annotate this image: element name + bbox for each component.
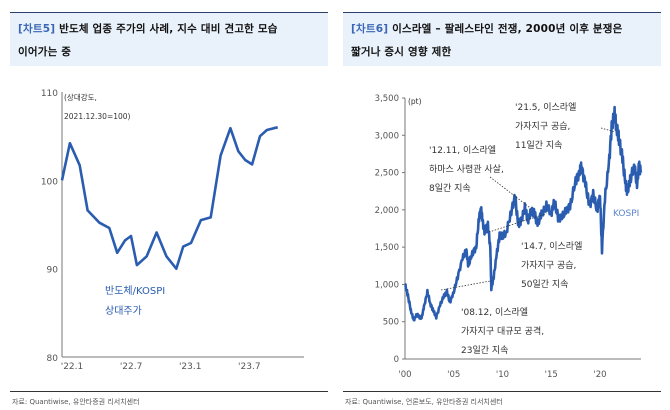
annotation-text: 50일간 지속 [521, 279, 568, 290]
unit-label: (pt) [408, 97, 422, 106]
chart6-footer-rule [343, 391, 661, 392]
chart5-title-box: [차트5] 반도체 업종 주가의 사례, 지수 대비 견고한 모습 이어가는 중 [10, 12, 328, 66]
annotation-leader [489, 176, 532, 209]
annotation-leader [600, 127, 614, 132]
y-tick-label: 90 [47, 266, 59, 276]
x-tick-label: '00 [398, 370, 411, 380]
series-label: 상대주가 [105, 305, 142, 317]
annotation-text: 하마스 사령관 사살, [429, 163, 504, 175]
x-tick-label: '10 [496, 370, 509, 380]
chart6-plot: 0 500 1,000 1,500 2,000 2,500 3,000 3,500 '00 '05… [375, 94, 643, 380]
x-tick-label: '22.1 [61, 362, 84, 372]
y-tick-label: 110 [41, 89, 58, 99]
chart5-title-line1: [차트5] 반도체 업종 주가의 사례, 지수 대비 견고한 모습 [18, 21, 278, 36]
series-label: KOSPI [613, 209, 639, 219]
y-tick-label: 100 [41, 177, 58, 187]
chart6-title: 이스라엘 – 팔레스타인 전쟁, 2000년 이후 분쟁은 [392, 23, 623, 35]
chart6-title-line2: 짧거나 증시 영향 제한 [351, 46, 452, 58]
y-tick-label: 0 [394, 355, 399, 365]
y-tick-label: 1,500 [375, 243, 399, 253]
y-tick-label: 1,000 [375, 280, 399, 290]
x-tick-label: '15 [545, 370, 558, 380]
chart5-title: 반도체 업종 주가의 사례, 지수 대비 견고한 모습 [59, 23, 278, 35]
annotation-text: 8일간 지속 [429, 183, 471, 194]
chart5-source: 자료: Quantiwise, 유안타증권 리서치센터 [12, 398, 140, 406]
annotation-text: '12.11, 이스라엘 [429, 145, 496, 156]
annotation-text: 가자지구 공습, [515, 121, 570, 132]
chart5-tag: [차트5] [18, 23, 56, 35]
annotation-text: 가자지구 대규모 공격, [461, 325, 544, 337]
annotation-text: 가자지구 공습, [521, 260, 576, 271]
annotation-text: 11일간 지속 [515, 140, 562, 151]
y-tick-label: 3,000 [375, 131, 399, 141]
chart5-title-line2: 이어가는 중 [18, 46, 72, 58]
x-tick-label: '22.7 [120, 362, 143, 372]
y-tick-label: 3,500 [375, 94, 399, 104]
chart6-panel: [차트6] 이스라엘 – 팔레스타인 전쟁, 2000년 이후 분쟁은 짧거나 … [343, 0, 661, 410]
unit-label: (상대강도, [64, 92, 97, 102]
annotation-text: '21.5, 이스라엘 [515, 102, 576, 113]
annotation-text: '08.12, 이스라엘 [461, 307, 528, 318]
x-tick-label: '23.7 [238, 362, 261, 372]
annotation-leader [488, 213, 547, 233]
chart6-tag: [차트6] [351, 23, 389, 35]
y-tick-label: 500 [383, 318, 399, 328]
y-tick-label: 2,000 [375, 206, 399, 216]
annotation-text: '14.7, 이스라엘 [521, 241, 582, 252]
x-tick-label: '23.1 [179, 362, 202, 372]
series-line [60, 126, 278, 270]
chart6-title-box: [차트6] 이스라엘 – 팔레스타인 전쟁, 2000년 이후 분쟁은 짧거나 … [343, 12, 661, 66]
series-label: 반도체/KOSPI [105, 285, 165, 297]
chart5-plot: 80 90 100 110 '22.1 '22.7 '23.1 '23.7 (상대강도, 2021… [41, 89, 304, 372]
chart6-source: 자료: Quantiwise, 언론보도, 유안타증권 리서치센터 [345, 398, 503, 406]
y-tick-label: 80 [47, 354, 59, 364]
chart6-title-line1: [차트6] 이스라엘 – 팔레스타인 전쟁, 2000년 이후 분쟁은 [351, 21, 623, 36]
x-tick-label: '05 [447, 370, 460, 380]
y-tick-label: 2,500 [375, 169, 399, 179]
chart5-panel: [차트5] 반도체 업종 주가의 사례, 지수 대비 견고한 모습 이어가는 중… [10, 0, 328, 410]
series-line [404, 105, 643, 322]
unit-label: 2021.12.30=100) [64, 112, 131, 121]
x-tick-label: '20 [593, 370, 606, 380]
annotation-leader [440, 280, 492, 291]
annotation-text: 23일간 지속 [461, 345, 508, 356]
chart5-footer-rule [10, 391, 328, 392]
